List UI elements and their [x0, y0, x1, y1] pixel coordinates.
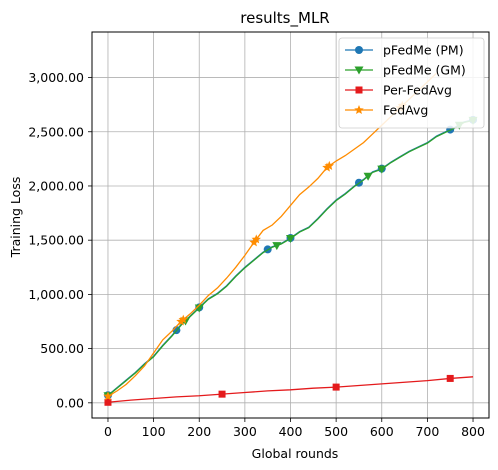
legend-marker [355, 46, 363, 54]
legend-item-fedavg: FedAvg [345, 103, 428, 118]
legend-marker [354, 105, 364, 115]
x-tick-label: 700 [415, 424, 439, 439]
x-tick-label: 800 [461, 424, 485, 439]
series-marker [218, 390, 226, 398]
series-marker [286, 235, 295, 244]
y-tick-label: 3,000.00 [28, 70, 84, 85]
x-tick-label: 200 [187, 424, 211, 439]
y-tick-label: 1,500.00 [28, 233, 84, 248]
chart-title: results_MLR [240, 9, 329, 28]
y-tick-label: 1,000.00 [28, 287, 84, 302]
series-marker [377, 165, 387, 174]
series-per-fedavg [104, 374, 474, 406]
series-marker [103, 391, 113, 401]
series-marker [176, 316, 186, 326]
series-marker [324, 160, 335, 170]
series-marker [104, 398, 112, 406]
series-marker [194, 304, 204, 313]
x-tick-label: 300 [233, 424, 257, 439]
y-tick-label: 0.00 [56, 395, 84, 410]
series-marker [178, 314, 189, 324]
series-line [107, 376, 474, 403]
x-tick-label: 400 [279, 424, 303, 439]
legend-label: Per-FedAvg [383, 83, 452, 98]
series-marker [251, 234, 262, 244]
legend-label: pFedMe (GM) [383, 63, 466, 78]
legend-marker [355, 86, 363, 94]
series-marker [272, 242, 282, 251]
x-tick-label: 0 [104, 424, 112, 439]
series-marker [322, 162, 332, 172]
x-tick-label: 600 [370, 424, 394, 439]
x-axis-label: Global rounds [252, 446, 339, 461]
y-tick-label: 2,500.00 [28, 124, 84, 139]
y-tick-label: 500.00 [40, 341, 84, 356]
legend-label: pFedMe (PM) [383, 43, 464, 58]
legend-item-pfedme-pm: pFedMe (PM) [345, 43, 464, 58]
legend: pFedMe (PM) pFedMe (GM) Per-FedAvg FedAvg [338, 37, 485, 129]
legend-marker [354, 66, 364, 75]
legend-item-pfedme-gm: pFedMe (GM) [345, 63, 466, 78]
y-axis-label: Training Loss [8, 177, 23, 259]
series-marker [332, 383, 340, 391]
y-tick-label: 2,000.00 [28, 178, 84, 193]
legend-box [338, 37, 485, 129]
legend-item-per-fedavg: Per-FedAvg [345, 83, 452, 98]
x-tick-label: 500 [324, 424, 348, 439]
series-marker [446, 374, 454, 382]
legend-label: FedAvg [383, 103, 428, 118]
series-marker [363, 172, 373, 181]
x-tick-label: 100 [142, 424, 166, 439]
axes-layer: 0 100 200 300 400 500 600 700 800 0.00 500.00 1,000… [28, 31, 490, 439]
